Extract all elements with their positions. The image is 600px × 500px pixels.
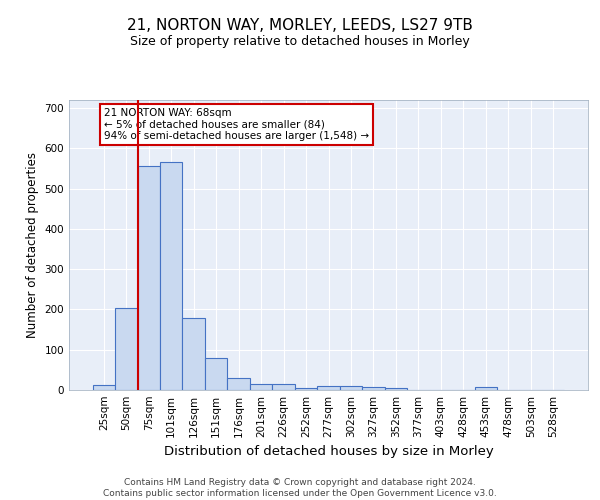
Bar (317, 386, 340, 390)
Bar (362, 387, 385, 390)
Bar (295, 388, 317, 390)
Text: 21, NORTON WAY, MORLEY, LEEDS, LS27 9TB: 21, NORTON WAY, MORLEY, LEEDS, LS27 9TB (127, 18, 473, 32)
Bar (227, 378, 250, 390)
Bar (272, 384, 295, 390)
Bar (475, 387, 497, 390)
Y-axis label: Number of detached properties: Number of detached properties (26, 152, 39, 338)
X-axis label: Distribution of detached houses by size in Morley: Distribution of detached houses by size … (164, 446, 493, 458)
Bar (250, 384, 272, 390)
Text: Contains HM Land Registry data © Crown copyright and database right 2024.
Contai: Contains HM Land Registry data © Crown c… (103, 478, 497, 498)
Bar (182, 318, 205, 390)
Bar (92, 385, 115, 390)
Bar (160, 162, 182, 390)
Bar (340, 386, 362, 390)
Bar (115, 308, 137, 390)
Bar (385, 388, 407, 390)
Bar (137, 166, 160, 390)
Text: 21 NORTON WAY: 68sqm
← 5% of detached houses are smaller (84)
94% of semi-detach: 21 NORTON WAY: 68sqm ← 5% of detached ho… (104, 108, 369, 142)
Bar (205, 358, 227, 390)
Text: Size of property relative to detached houses in Morley: Size of property relative to detached ho… (130, 35, 470, 48)
